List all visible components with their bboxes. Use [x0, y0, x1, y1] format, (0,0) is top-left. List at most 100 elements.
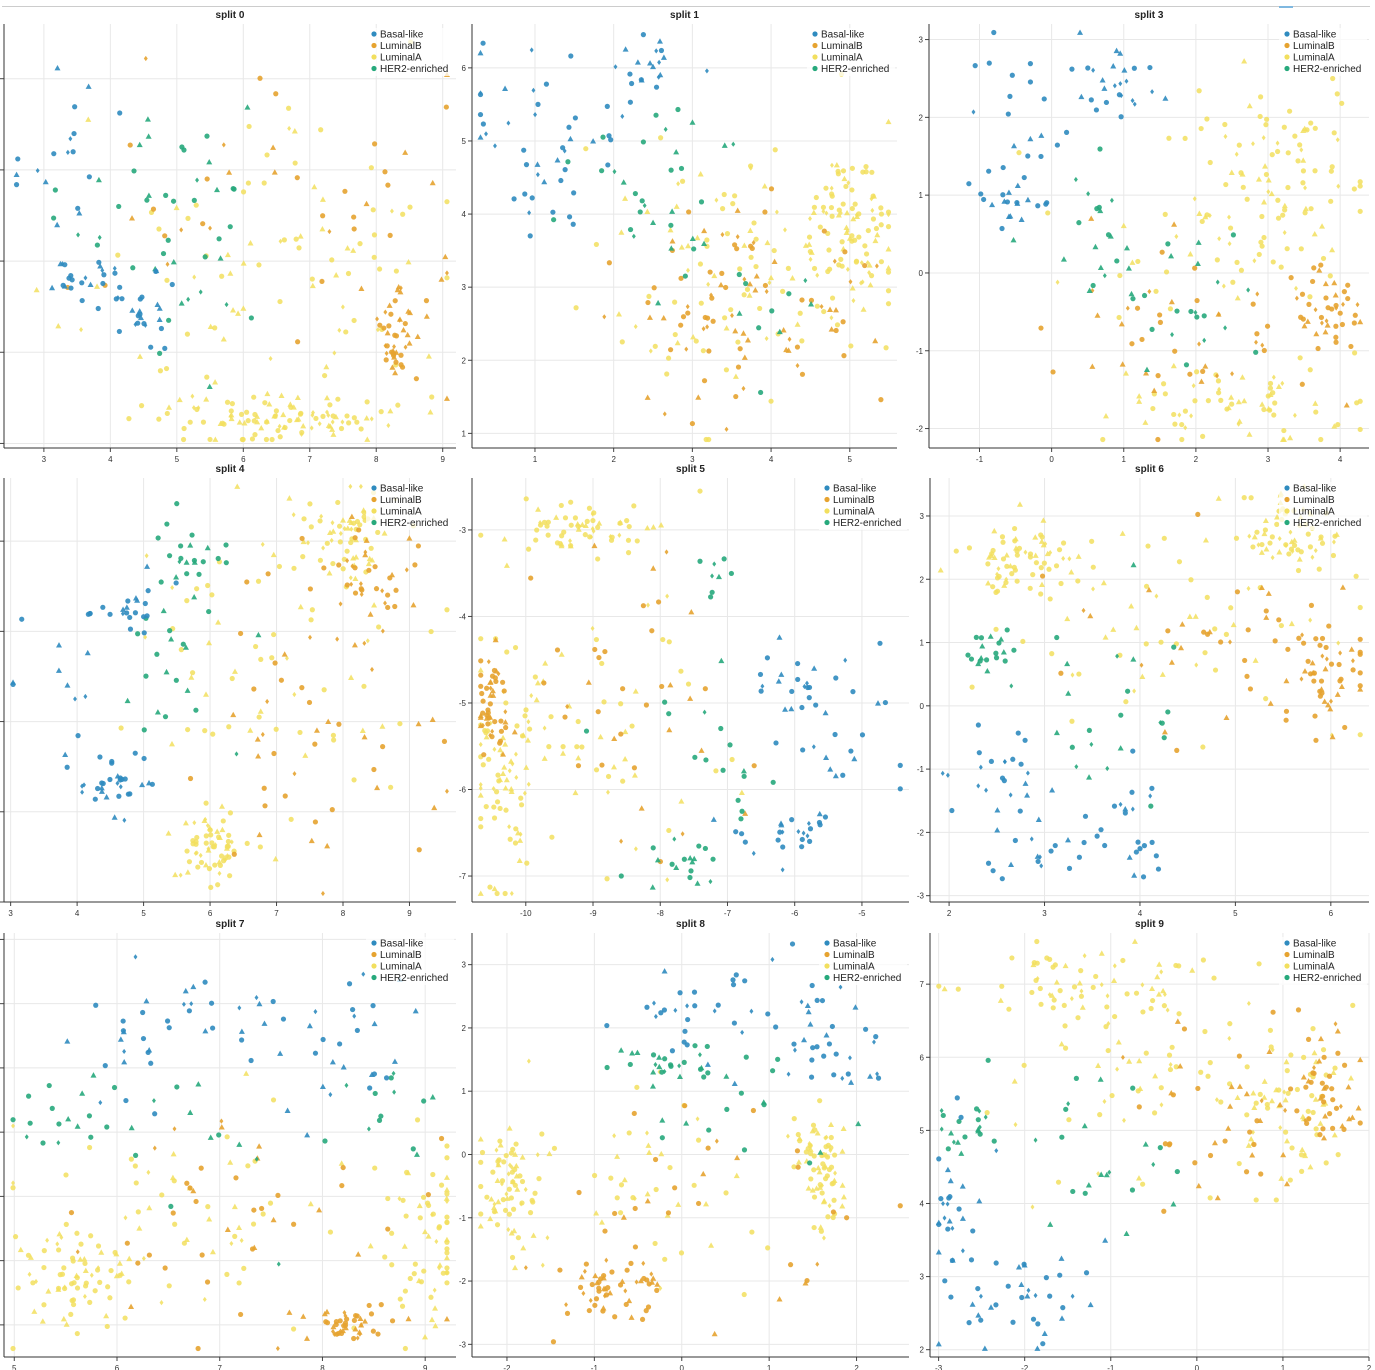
data-point	[1029, 989, 1035, 996]
data-point	[98, 784, 105, 791]
data-point	[506, 1125, 513, 1131]
data-point	[1149, 839, 1155, 845]
data-point	[152, 1145, 157, 1151]
data-point	[186, 859, 193, 865]
data-point	[270, 551, 277, 558]
x-tick-label: -2	[503, 1364, 511, 1370]
data-point	[191, 594, 198, 600]
data-point	[833, 675, 839, 681]
data-point	[135, 320, 141, 326]
data-point	[190, 983, 197, 990]
data-point	[565, 703, 570, 710]
data-point	[838, 256, 844, 262]
data-point	[845, 266, 850, 272]
data-point	[656, 38, 663, 44]
data-point	[116, 328, 122, 335]
data-point	[1333, 323, 1339, 329]
data-point	[513, 751, 518, 757]
data-point	[102, 1063, 108, 1069]
data-point	[1038, 591, 1044, 597]
data-point	[407, 204, 413, 210]
data-point	[649, 884, 656, 890]
data-point	[391, 351, 397, 357]
data-point	[89, 1272, 94, 1278]
data-point	[810, 209, 817, 215]
data-point	[325, 409, 329, 415]
data-point	[685, 304, 690, 310]
data-point	[1010, 756, 1016, 762]
x-tick-label: 2	[854, 1364, 859, 1370]
data-point	[661, 968, 668, 974]
data-point	[829, 185, 834, 191]
data-point	[221, 854, 228, 860]
data-point	[1345, 295, 1351, 302]
data-point	[1212, 667, 1219, 673]
data-point	[1012, 535, 1019, 542]
data-point	[632, 1195, 637, 1202]
data-point	[282, 424, 288, 431]
data-point	[749, 1229, 755, 1235]
data-point	[204, 544, 211, 551]
data-point	[780, 288, 786, 294]
data-point	[351, 317, 357, 324]
data-point	[1140, 1181, 1146, 1187]
data-point	[631, 772, 638, 778]
data-point	[46, 1082, 52, 1089]
data-point	[817, 224, 823, 230]
data-point	[993, 1302, 999, 1308]
data-point	[799, 371, 806, 377]
data-point	[1267, 1027, 1274, 1033]
data-point	[375, 529, 381, 535]
data-point	[816, 810, 823, 817]
data-point	[831, 1197, 837, 1203]
data-point	[1318, 534, 1324, 540]
data-point	[1172, 421, 1178, 427]
data-point	[265, 698, 270, 705]
data-point	[996, 566, 1001, 572]
data-point	[843, 657, 848, 663]
data-point	[768, 274, 775, 281]
data-point	[207, 1134, 214, 1140]
data-point	[126, 1279, 132, 1285]
data-point	[658, 522, 665, 528]
data-point	[388, 311, 394, 317]
data-point	[272, 660, 278, 666]
data-point	[783, 227, 787, 233]
data-point	[1038, 325, 1044, 331]
data-point	[1268, 190, 1275, 197]
data-point	[1038, 565, 1044, 571]
data-point	[443, 1195, 450, 1201]
data-point	[626, 1297, 633, 1304]
data-point	[346, 420, 352, 426]
data-point	[535, 172, 540, 178]
data-point	[477, 49, 484, 56]
data-point	[97, 263, 104, 269]
data-point	[1043, 541, 1048, 547]
data-point	[1090, 564, 1096, 570]
data-point	[1026, 1287, 1031, 1293]
data-point	[68, 1311, 74, 1317]
data-point	[516, 857, 523, 864]
data-point	[1198, 1069, 1204, 1075]
data-point	[1163, 269, 1170, 275]
data-point	[619, 1278, 626, 1284]
data-point	[944, 1166, 951, 1173]
data-point	[229, 401, 235, 407]
data-point	[138, 403, 145, 409]
data-point	[732, 193, 738, 199]
data-point	[480, 762, 486, 768]
data-point	[159, 1300, 164, 1306]
data-point	[1228, 1083, 1235, 1090]
data-point	[986, 168, 992, 174]
data-point	[504, 649, 510, 655]
data-point	[191, 197, 197, 203]
data-point	[801, 1036, 808, 1043]
data-point	[515, 829, 522, 836]
data-point	[708, 878, 713, 885]
data-point	[333, 1319, 340, 1325]
data-point	[278, 238, 283, 244]
data-point	[629, 1050, 636, 1056]
data-point	[874, 231, 881, 238]
data-point	[1061, 555, 1066, 562]
data-point	[1223, 714, 1230, 721]
